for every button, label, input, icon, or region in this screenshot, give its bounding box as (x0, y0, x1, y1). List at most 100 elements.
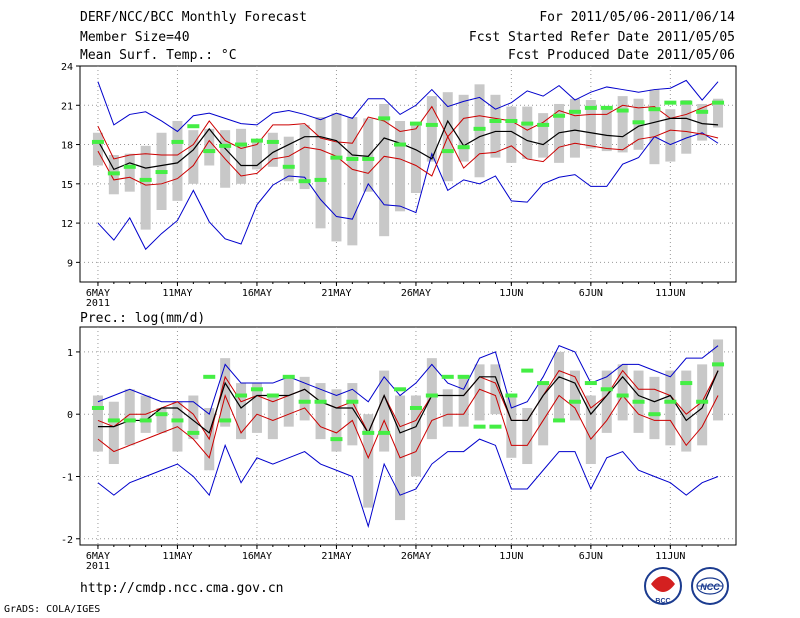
precip-spread-box (697, 364, 708, 446)
precip-spread-box (92, 395, 103, 452)
precip-spread-box (236, 383, 247, 440)
precip-observed-marker (584, 381, 597, 386)
precip-spread-box (649, 376, 660, 440)
temp-spread-box (363, 118, 374, 192)
source-url[interactable]: http://cmdp.ncc.cma.gov.cn (80, 581, 284, 596)
temp-y-tick-label: 24 (61, 62, 73, 73)
precip-spread-box (156, 407, 167, 433)
temp-observed-marker (139, 177, 152, 182)
temp-spread-box (251, 140, 262, 170)
temp-spread-box (569, 98, 580, 158)
precip-mean-line (97, 370, 719, 435)
precip-observed-marker (537, 381, 550, 386)
precip-observed-marker (409, 405, 422, 410)
precip-spread-box (124, 389, 135, 446)
precip-spread-box (665, 370, 676, 446)
precip-observed-marker (266, 393, 279, 398)
temp-x-tick-label: 6MAY (86, 288, 110, 299)
temp-x-tick-label: 16MAY (242, 288, 272, 299)
precip-spread-box (108, 401, 119, 465)
precip-observed-marker (298, 399, 311, 404)
temp-spread-box (331, 113, 342, 242)
precip-observed-marker (250, 387, 263, 392)
temp-observed-marker (537, 122, 550, 127)
temp-observed-marker (235, 142, 248, 147)
temp-max-line (97, 79, 719, 133)
temp-observed-marker (632, 120, 645, 125)
temp-observed-marker (616, 108, 629, 113)
precip-spread-box (188, 395, 199, 440)
temp-observed-marker (696, 109, 709, 114)
temp-spread-box (124, 153, 135, 192)
precip-spread-box (713, 339, 724, 421)
precip-spread-box (347, 383, 358, 446)
temp-spread-box (585, 100, 596, 149)
temp-x-tick-label: 1JUN (499, 288, 523, 299)
temp-x-tick-label: 6JUN (579, 288, 603, 299)
precip-y-tick-label: -1 (61, 472, 73, 483)
temp-min-line (97, 132, 719, 251)
precip-observed-marker (219, 418, 232, 423)
temp-spread-box (299, 124, 310, 190)
temp-y-tick-label: 15 (61, 180, 73, 191)
temp-x-tick-label: 26MAY (401, 288, 431, 299)
temp-observed-marker (314, 177, 327, 182)
precip-spread-box (267, 395, 278, 440)
temp-x-tick-label: 11MAY (162, 288, 192, 299)
grads-credit: GrADS: COLA/IGES (4, 604, 101, 615)
precip-spread-box (601, 370, 612, 433)
precip-observed-marker (648, 412, 661, 417)
temp-observed-marker (680, 100, 693, 105)
temp-observed-marker (394, 142, 407, 147)
precip-spread-box (299, 376, 310, 421)
precip-observed-marker (187, 430, 200, 435)
precip-observed-marker (521, 368, 534, 373)
temp-observed-marker (505, 118, 518, 123)
forecast-title: DERF/NCC/BCC Monthly Forecast (80, 10, 307, 25)
precip-x-tick-label: 1JUN (499, 551, 523, 562)
temp-spread-box (681, 100, 692, 154)
temp-x-year-label: 2011 (86, 298, 110, 309)
temp-spread-box (92, 132, 103, 166)
precip-observed-marker (378, 430, 391, 435)
temp-observed-marker (600, 105, 613, 110)
temp-observed-marker (330, 155, 343, 160)
precip-x-year-label: 2011 (86, 561, 110, 572)
temp-lower-line (97, 129, 719, 186)
precip-spread-box (474, 364, 485, 421)
precip-observed-marker (314, 399, 327, 404)
temp-spread-box (522, 106, 533, 159)
precip-spread-box (283, 376, 294, 427)
temp-plot-frame (79, 65, 737, 283)
temp-spread-box (267, 132, 278, 167)
precip-observed-marker (171, 418, 184, 423)
precip-observed-marker (664, 399, 677, 404)
precip-spread-box (554, 351, 565, 421)
temp-spread-box (490, 94, 501, 158)
precip-observed-marker (553, 418, 566, 423)
precip-spread-box (681, 370, 692, 452)
precip-spread-box (442, 389, 453, 427)
temp-mean-line (97, 117, 719, 171)
precip-observed-marker (235, 393, 248, 398)
temp-observed-marker (155, 170, 168, 175)
precip-spread-box (538, 383, 549, 446)
precip-spread-box (617, 364, 628, 421)
temp-y-tick-label: 21 (61, 101, 73, 112)
precip-min-line (97, 438, 719, 529)
precip-observed-marker (473, 424, 486, 429)
precip-observed-marker (139, 418, 152, 423)
bcc-logo: BCC (644, 567, 682, 605)
temp-observed-marker (362, 156, 375, 161)
temp-spread-box (283, 136, 294, 182)
temp-spread-box (601, 109, 612, 152)
precip-observed-marker (441, 374, 454, 379)
temp-observed-marker (568, 109, 581, 114)
precip-spread-box (331, 389, 342, 452)
temp-spread-box (410, 122, 421, 193)
precip-x-tick-label: 6JUN (579, 551, 603, 562)
precip-observed-marker (155, 412, 168, 417)
temp-observed-marker (219, 143, 232, 148)
variable-label: Mean Surf. Temp.: °C (80, 48, 237, 63)
